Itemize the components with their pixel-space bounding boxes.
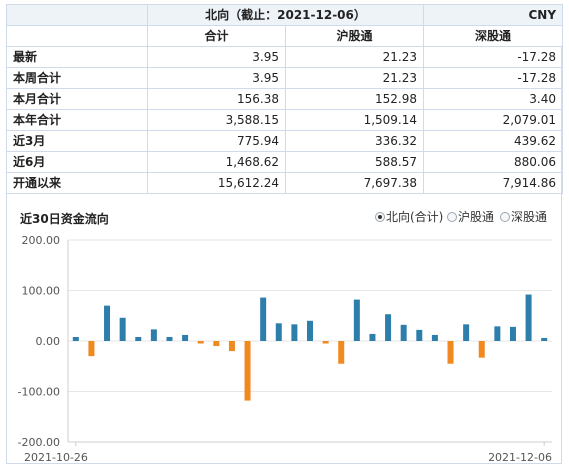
table-row: 开通以来 15,612.24 7,697.38 7,914.86 [6, 172, 564, 194]
y-tick-label: 200.00 [22, 234, 61, 247]
col-header-total: 合计 [147, 25, 286, 47]
bar [416, 329, 423, 341]
table-row: 本月合计 156.38 152.98 3.40 [6, 88, 564, 110]
cell-shenzhen: -17.28 [423, 67, 564, 89]
toggle-shanghai-label: 沪股通 [458, 210, 495, 224]
row-label: 开通以来 [6, 172, 148, 194]
y-tick-label: -200.00 [18, 436, 60, 449]
bar [541, 337, 548, 341]
row-label: 近3月 [6, 130, 148, 152]
bar [322, 341, 329, 344]
x-tick-label: 2021-12-06 [488, 451, 552, 464]
bar [72, 336, 79, 341]
bar [494, 326, 501, 341]
cell-total: 15,612.24 [147, 172, 286, 194]
x-tick-label: 2021-10-26 [24, 451, 88, 464]
bar [400, 324, 407, 341]
table-row: 本周合计 3.95 21.23 -17.28 [6, 67, 564, 89]
bar [244, 341, 251, 401]
bar [447, 341, 454, 364]
toggle-total[interactable]: 北向(合计) [375, 208, 443, 225]
toggle-shenzhen[interactable]: 深股通 [500, 208, 547, 225]
col-header-shenzhen: 深股通 [423, 25, 564, 47]
cell-total: 156.38 [147, 88, 286, 110]
cell-shenzhen: 7,914.86 [423, 172, 564, 194]
radio-total-icon[interactable] [375, 211, 385, 222]
summary-table: 北向（截止：2021-12-06） CNY 合计 沪股通 深股通 最新 3.95… [6, 4, 564, 194]
row-label: 本月合计 [6, 88, 148, 110]
bar [463, 324, 470, 341]
bar [119, 317, 126, 341]
bar [213, 341, 220, 347]
cell-total: 3,588.15 [147, 109, 286, 131]
bar [135, 336, 142, 341]
toggle-total-label: 北向(合计) [386, 210, 444, 224]
y-tick-label: 0.00 [36, 335, 61, 348]
bar [307, 320, 313, 341]
cell-shanghai: 7,697.38 [284, 172, 425, 194]
col-header-shanghai: 沪股通 [284, 25, 425, 47]
column-header-row: 合计 沪股通 深股通 [6, 25, 564, 47]
bar [291, 324, 298, 341]
table-row: 最新 3.95 21.23 -17.28 [6, 46, 564, 68]
table-row: 近3月 775.94 336.32 439.62 [6, 130, 564, 152]
bar [197, 341, 204, 344]
currency-label: CNY [423, 4, 564, 26]
bar [150, 329, 157, 341]
y-tick-label: -100.00 [18, 386, 60, 399]
table-title-row: 北向（截止：2021-12-06） CNY [6, 4, 564, 26]
bar [525, 294, 532, 341]
cell-shanghai: 336.32 [284, 130, 425, 152]
bar [509, 326, 516, 341]
chart-title: 近30日资金流向 [20, 212, 109, 226]
toggle-shanghai[interactable]: 沪股通 [447, 208, 494, 225]
bar [104, 305, 111, 341]
bar [478, 341, 485, 358]
bar [275, 323, 282, 341]
bar [353, 299, 360, 341]
bar [88, 341, 95, 357]
bar [369, 333, 376, 341]
bar [182, 334, 189, 341]
y-tick-label: 100.00 [22, 285, 61, 298]
bar [431, 334, 438, 341]
bar [228, 341, 235, 352]
cell-shenzhen: -17.28 [423, 46, 564, 68]
bar [166, 336, 173, 341]
toggle-shenzhen-label: 深股通 [511, 210, 548, 224]
radio-shenzhen-icon[interactable] [500, 211, 510, 222]
bar [338, 341, 345, 364]
table-row: 近6月 1,468.62 588.57 880.06 [6, 151, 564, 173]
table-row: 本年合计 3,588.15 1,509.14 2,079.01 [6, 109, 564, 131]
radio-shanghai-icon[interactable] [447, 211, 457, 222]
bar [260, 297, 267, 341]
bar [385, 314, 392, 341]
